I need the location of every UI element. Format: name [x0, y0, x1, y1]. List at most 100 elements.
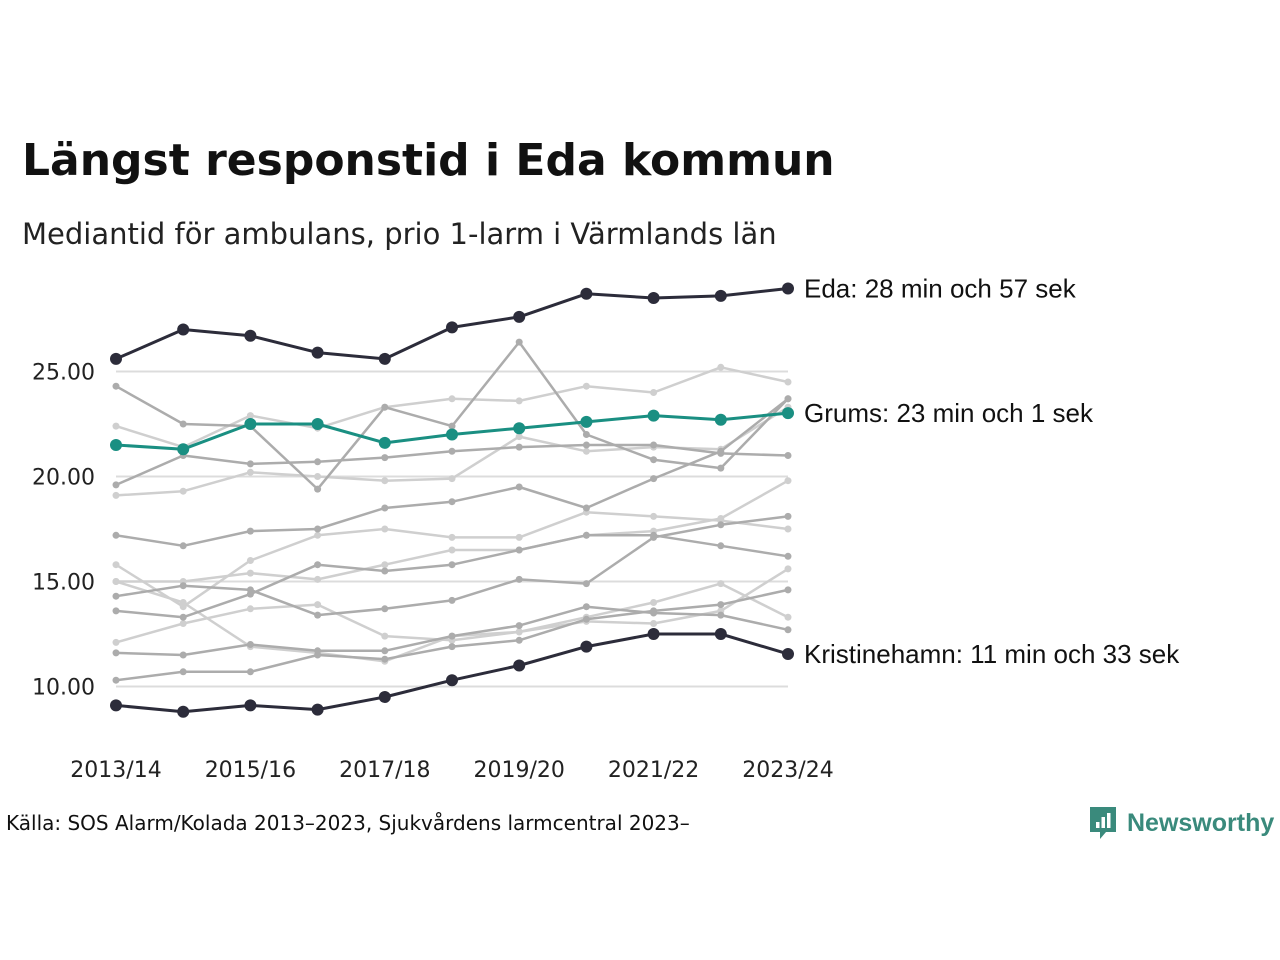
data-point: [381, 605, 389, 613]
data-point: [717, 601, 725, 609]
x-tick-label: 2021/22: [608, 758, 699, 783]
data-point: [582, 615, 590, 623]
data-point: [647, 628, 660, 640]
data-point: [515, 338, 523, 346]
data-point: [179, 651, 187, 659]
data-point: [784, 512, 792, 520]
data-point: [582, 447, 590, 455]
data-point: [784, 552, 792, 560]
series-13: [112, 603, 792, 659]
data-point: [448, 533, 456, 541]
data-point: [179, 487, 187, 495]
data-point: [246, 468, 254, 476]
y-tick-label: 15.00: [32, 571, 95, 596]
data-point: [179, 613, 187, 621]
x-tick-label: 2017/18: [339, 758, 430, 783]
data-point: [112, 531, 120, 539]
data-point: [515, 433, 523, 441]
data-point: [782, 282, 794, 295]
data-point: [582, 441, 590, 449]
series-kristinehamn: [110, 628, 794, 718]
data-point: [448, 561, 456, 569]
data-point: [177, 323, 190, 336]
data-point: [378, 691, 391, 703]
data-point: [381, 477, 389, 485]
data-point: [717, 464, 725, 472]
data-point: [650, 456, 658, 464]
x-tick-label: 2019/20: [473, 758, 564, 783]
data-point: [179, 420, 187, 428]
data-point: [314, 601, 322, 609]
series-12: [112, 565, 792, 646]
data-point: [515, 546, 523, 554]
data-point: [381, 504, 389, 512]
data-point: [717, 580, 725, 588]
data-point: [784, 452, 792, 459]
data-point: [381, 525, 389, 533]
data-point: [381, 655, 389, 663]
data-point: [112, 578, 120, 585]
data-point: [244, 329, 257, 342]
series-labels: Grums: 23 min och 1 sek Eda: 28 min och 5…: [804, 274, 1180, 669]
data-point: [314, 485, 322, 493]
data-point: [650, 607, 658, 615]
data-point: [381, 567, 389, 575]
data-point: [314, 531, 322, 539]
data-point: [110, 439, 122, 451]
data-point: [784, 626, 792, 634]
series-label: Eda: 28 min och 57 sek: [804, 274, 1077, 304]
brand-logo[interactable]: Newsworthy: [1088, 804, 1274, 842]
data-point: [650, 599, 658, 606]
y-tick-label: 20.00: [32, 466, 95, 491]
data-point: [513, 310, 526, 323]
data-point: [246, 641, 254, 648]
data-point: [448, 475, 456, 483]
data-point: [378, 352, 391, 365]
data-point: [244, 699, 257, 712]
data-point: [448, 643, 456, 651]
data-point: [448, 395, 456, 403]
data-point: [717, 521, 725, 529]
series-14: [112, 586, 792, 684]
series-7: [112, 395, 792, 550]
data-point: [112, 481, 120, 489]
data-point: [246, 412, 254, 420]
data-point: [582, 504, 590, 512]
data-point: [314, 575, 322, 583]
data-point: [714, 628, 727, 640]
data-point: [782, 407, 794, 420]
data-point: [650, 531, 658, 539]
data-point: [177, 705, 190, 718]
data-point: [784, 378, 792, 386]
data-point: [311, 346, 324, 359]
data-point: [513, 422, 526, 435]
data-point: [381, 647, 389, 655]
series-9: [112, 512, 792, 619]
data-point: [580, 415, 593, 428]
data-point: [381, 632, 389, 640]
source-note: Källa: SOS Alarm/Kolada 2013–2023, Sjukv…: [6, 811, 690, 835]
chart-title: Längst responstid i Eda kommun: [22, 135, 835, 186]
x-axis-ticks: 2013/14 2015/16 2017/18 2019/20 2021/22 2023/…: [70, 758, 833, 783]
data-point: [179, 620, 187, 627]
data-point: [582, 603, 590, 611]
data-point: [246, 590, 254, 598]
data-point: [448, 632, 456, 640]
data-point: [314, 458, 322, 466]
data-point: [112, 382, 120, 390]
data-point: [650, 441, 658, 449]
data-point: [314, 525, 322, 533]
data-point: [650, 620, 658, 627]
data-point: [112, 676, 120, 684]
data-point: [515, 483, 523, 491]
data-point: [179, 599, 187, 606]
data-point: [448, 447, 456, 455]
data-point: [784, 586, 792, 594]
data-point: [448, 422, 456, 430]
series-grums: [110, 407, 794, 456]
data-point: [784, 477, 792, 485]
data-point: [717, 515, 725, 522]
data-point: [714, 413, 727, 426]
data-point: [650, 512, 658, 520]
